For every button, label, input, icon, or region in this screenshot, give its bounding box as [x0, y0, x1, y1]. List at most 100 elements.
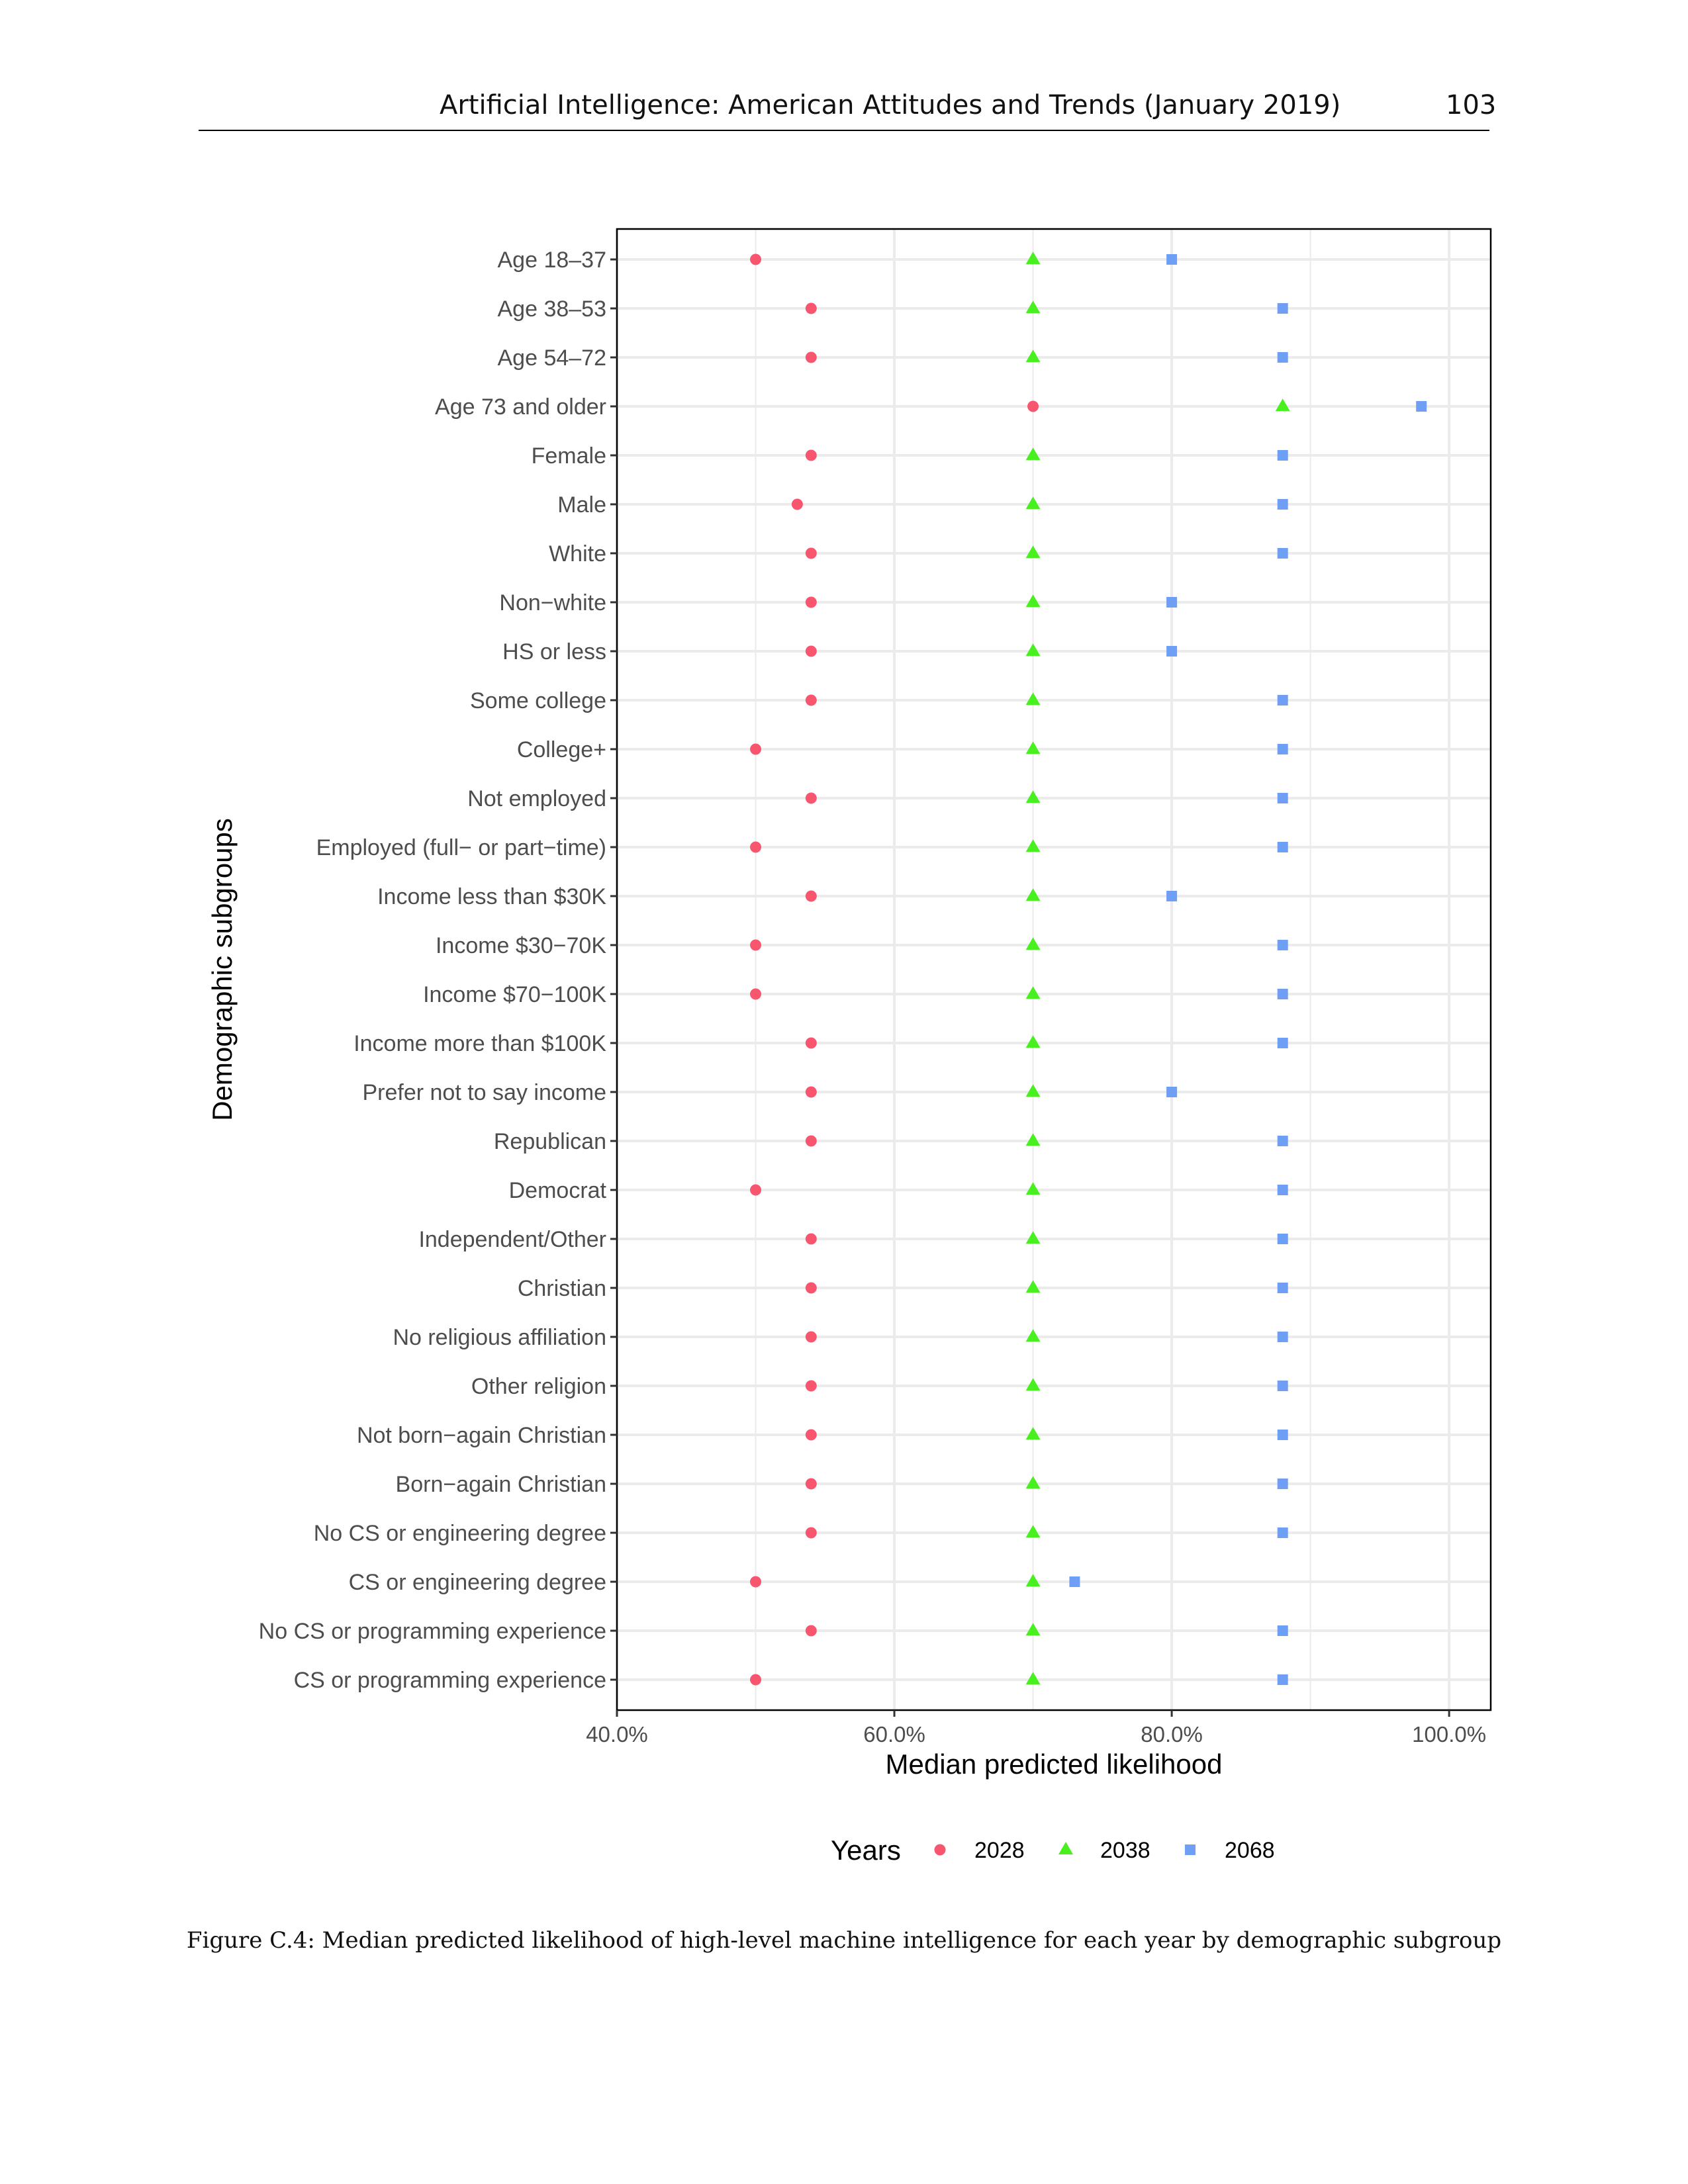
point-2028 — [805, 1135, 817, 1147]
point-2038 — [1025, 692, 1041, 705]
point-2028 — [750, 1674, 762, 1686]
point-2038 — [1025, 1525, 1041, 1538]
figure-caption: Figure C.4: Median predicted likelihood … — [186, 1927, 1502, 1954]
point-2068 — [1166, 597, 1178, 608]
point-2028 — [805, 1282, 817, 1294]
page-number: 103 — [1446, 90, 1497, 120]
y-tick-label: Age 38–53 — [498, 296, 607, 322]
point-2028 — [805, 890, 817, 902]
plot-panel-border — [616, 228, 1492, 1711]
point-2068 — [1277, 1332, 1288, 1342]
point-2068 — [1277, 303, 1288, 314]
point-2028 — [805, 302, 817, 314]
point-2068 — [1277, 1038, 1288, 1048]
legend-label-2028: 2028 — [974, 1838, 1025, 1863]
point-2028 — [791, 498, 803, 510]
point-2028 — [805, 547, 817, 559]
point-2038 — [1025, 1378, 1041, 1391]
point-2068 — [1277, 842, 1288, 852]
point-2028 — [750, 841, 762, 853]
point-2068 — [1166, 891, 1178, 901]
legend-label-2038: 2038 — [1100, 1838, 1150, 1863]
point-2038 — [1025, 888, 1041, 901]
legend-key-2038 — [1058, 1842, 1073, 1854]
point-2028 — [805, 694, 817, 706]
y-tick-label: Christian — [518, 1276, 606, 1301]
point-2068 — [1277, 1381, 1288, 1391]
point-2038 — [1025, 1427, 1041, 1440]
grid-lines — [616, 229, 1491, 1710]
y-tick-label: College+ — [517, 737, 606, 762]
point-2068 — [1166, 1087, 1178, 1097]
point-2028 — [805, 792, 817, 804]
point-2028 — [805, 1478, 817, 1490]
point-2068 — [1277, 744, 1288, 754]
point-2068 — [1277, 1234, 1288, 1244]
point-2068 — [1277, 989, 1288, 999]
point-2028 — [805, 1037, 817, 1049]
point-2068 — [1277, 352, 1288, 363]
x-tick-label: 60.0% — [863, 1722, 925, 1747]
x-tick-label: 100.0% — [1412, 1722, 1486, 1747]
point-2038 — [1025, 1280, 1041, 1293]
point-2028 — [750, 1576, 762, 1588]
y-tick-label: Male — [557, 492, 606, 518]
point-2028 — [805, 1380, 817, 1392]
y-tick-label: HS or less — [502, 639, 606, 664]
point-2038 — [1025, 643, 1041, 657]
point-2038 — [1025, 251, 1041, 265]
point-2038 — [1025, 1574, 1041, 1587]
x-axis-title: Median predicted likelihood — [886, 1749, 1223, 1780]
point-2068 — [1277, 1283, 1288, 1293]
y-tick-label: Independent/Other — [418, 1227, 606, 1252]
point-2068 — [1069, 1576, 1080, 1587]
y-tick-label: No religious affiliation — [393, 1325, 606, 1350]
point-2068 — [1277, 940, 1288, 950]
point-2038 — [1025, 1133, 1041, 1146]
point-2038 — [1025, 1035, 1041, 1048]
point-2038 — [1025, 986, 1041, 999]
point-2028 — [805, 449, 817, 461]
y-tick-label: Other religion — [471, 1374, 606, 1399]
point-2038 — [1025, 1231, 1041, 1244]
point-2068 — [1277, 1430, 1288, 1440]
point-2028 — [805, 351, 817, 363]
point-2068 — [1166, 646, 1178, 657]
point-2038 — [1025, 300, 1041, 314]
point-2038 — [1025, 741, 1041, 754]
point-2028 — [750, 743, 762, 755]
x-tick-label: 40.0% — [586, 1722, 648, 1747]
y-tick-label: CS or programming experience — [294, 1668, 606, 1693]
point-2068 — [1277, 1527, 1288, 1538]
point-2038 — [1025, 839, 1041, 852]
point-2068 — [1277, 450, 1288, 461]
point-2038 — [1025, 496, 1041, 510]
point-2038 — [1025, 349, 1041, 363]
axes — [610, 228, 1492, 1717]
point-2038 — [1025, 594, 1041, 608]
y-tick-label: Not born−again Christian — [357, 1423, 606, 1448]
y-tick-label: No CS or programming experience — [259, 1619, 606, 1644]
data-marks — [750, 251, 1427, 1686]
point-2038 — [1025, 1672, 1041, 1685]
y-tick-label: Income $70−100K — [423, 982, 606, 1007]
legend-title: Years — [831, 1835, 901, 1866]
point-2038 — [1025, 1182, 1041, 1195]
point-2028 — [750, 253, 762, 265]
y-tick-label: Some college — [470, 688, 606, 713]
y-tick-label: Age 73 and older — [435, 394, 606, 420]
point-2068 — [1277, 548, 1288, 559]
y-tick-label: No CS or engineering degree — [314, 1521, 606, 1546]
y-tick-label: CS or engineering degree — [349, 1570, 606, 1595]
point-2028 — [805, 1086, 817, 1098]
point-2038 — [1025, 937, 1041, 950]
point-2038 — [1025, 545, 1041, 559]
y-tick-label: White — [549, 541, 606, 567]
header-rule — [199, 130, 1489, 131]
y-tick-label: Democrat — [509, 1178, 607, 1203]
point-2068 — [1277, 793, 1288, 803]
y-tick-label: Income more than $100K — [353, 1031, 606, 1056]
point-2038 — [1025, 790, 1041, 803]
point-2038 — [1025, 1329, 1041, 1342]
